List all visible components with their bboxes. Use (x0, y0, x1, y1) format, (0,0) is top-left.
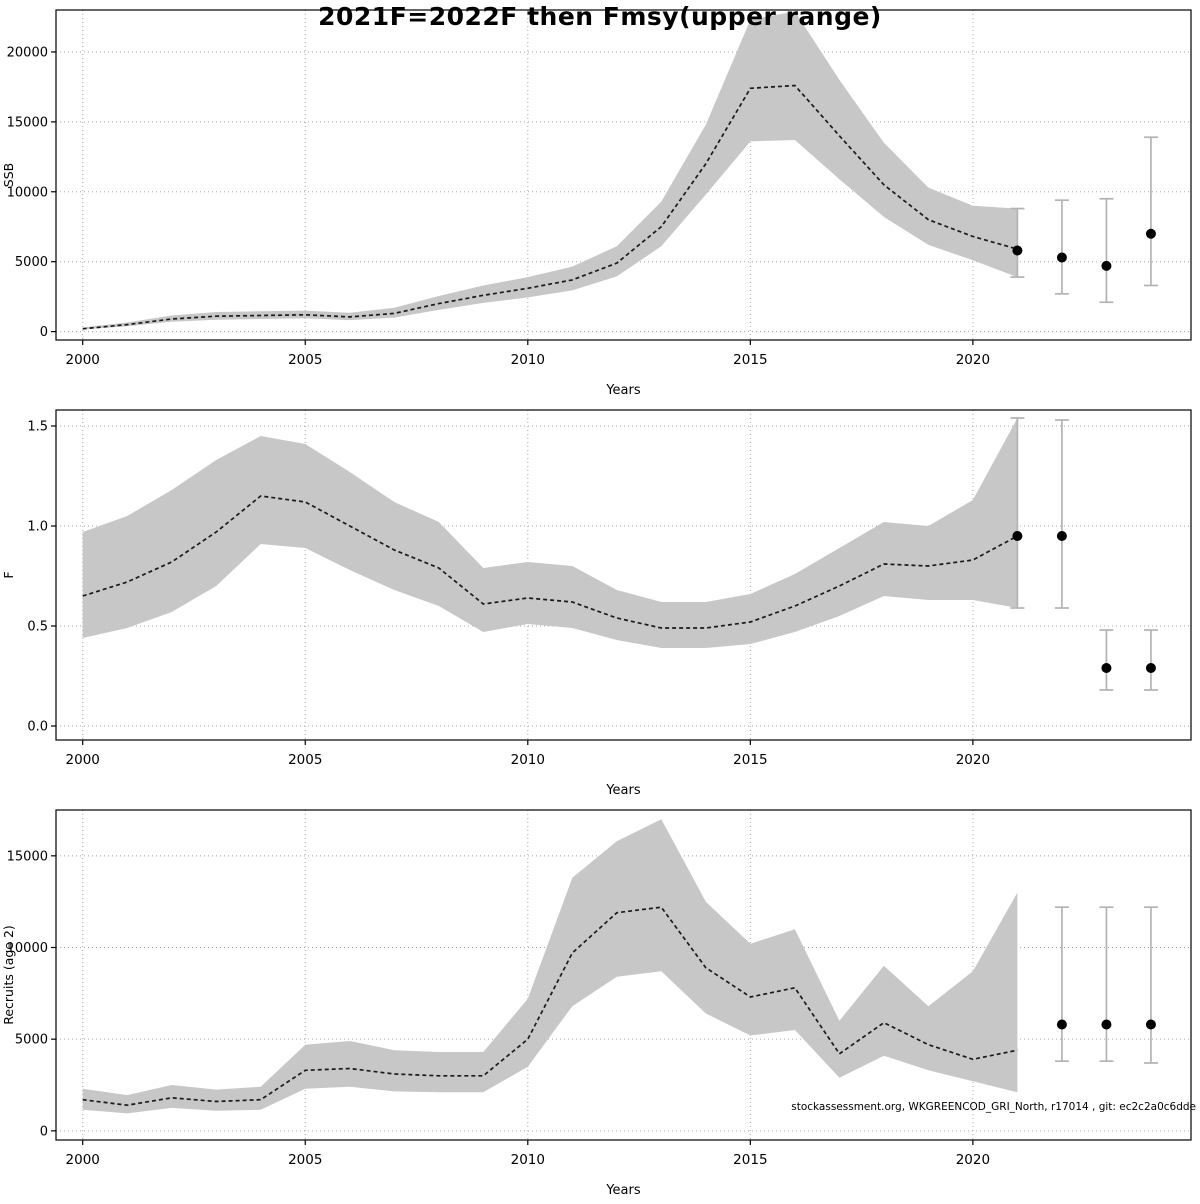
svg-text:Recruits (age 2): Recruits (age 2) (1, 925, 16, 1025)
svg-text:Years: Years (605, 783, 641, 798)
svg-text:0: 0 (40, 1124, 48, 1139)
ssb-panel: 0 5000 10000 15000 20000 2000 2005 2010 2015 2020… (0, 0, 1200, 400)
svg-text:10000: 10000 (7, 185, 48, 200)
svg-text:2015: 2015 (733, 352, 767, 368)
svg-text:1.0: 1.0 (27, 520, 48, 535)
svg-text:5000: 5000 (15, 1033, 48, 1048)
svg-text:2010: 2010 (511, 352, 545, 368)
svg-text:2015: 2015 (733, 1152, 767, 1168)
svg-text:0.0: 0.0 (27, 720, 48, 735)
fishing-mortality-chart: 0.0 0.5 1.0 1.5 2000 2005 2010 2015 2020 Years F (1, 409, 1192, 798)
svg-text:Years: Years (605, 383, 641, 398)
svg-text:15000: 15000 (7, 849, 48, 864)
svg-text:2015: 2015 (733, 752, 767, 768)
ssb-chart: 0 5000 10000 15000 20000 2000 2005 2010 2015 2020… (1, 9, 1192, 398)
svg-text:2005: 2005 (288, 752, 322, 768)
svg-text:2000: 2000 (66, 352, 100, 368)
svg-text:5000: 5000 (15, 255, 48, 270)
svg-text:2010: 2010 (511, 1152, 545, 1168)
svg-text:Years: Years (605, 1183, 641, 1198)
svg-text:10000: 10000 (7, 941, 48, 956)
source-annotation: stockassessment.org, WKGREENCOD_GRI_Nort… (791, 1101, 1196, 1113)
svg-text:0.5: 0.5 (27, 620, 48, 635)
svg-text:2020: 2020 (956, 352, 990, 368)
svg-text:2005: 2005 (288, 1152, 322, 1168)
page-title: 2021F=2022F then Fmsy(upper range) (318, 2, 882, 31)
svg-text:F: F (1, 571, 16, 578)
svg-text:20000: 20000 (7, 45, 48, 60)
svg-text:0: 0 (40, 325, 48, 340)
svg-text:SSB: SSB (1, 163, 16, 187)
svg-text:2010: 2010 (511, 752, 545, 768)
svg-text:15000: 15000 (7, 115, 48, 130)
svg-text:2020: 2020 (956, 752, 990, 768)
fishing-mortality-panel: 0.0 0.5 1.0 1.5 2000 2005 2010 2015 2020 Years F (0, 400, 1200, 800)
svg-text:2005: 2005 (288, 352, 322, 368)
recruits-chart: 0 5000 10000 15000 2000 2005 2010 2015 2020 Years… (1, 809, 1192, 1198)
svg-text:2020: 2020 (956, 1152, 990, 1168)
recruits-panel: 0 5000 10000 15000 2000 2005 2010 2015 2020 Years… (0, 800, 1200, 1200)
svg-text:1.5: 1.5 (27, 420, 48, 435)
svg-text:2000: 2000 (66, 1152, 100, 1168)
svg-text:2000: 2000 (66, 752, 100, 768)
